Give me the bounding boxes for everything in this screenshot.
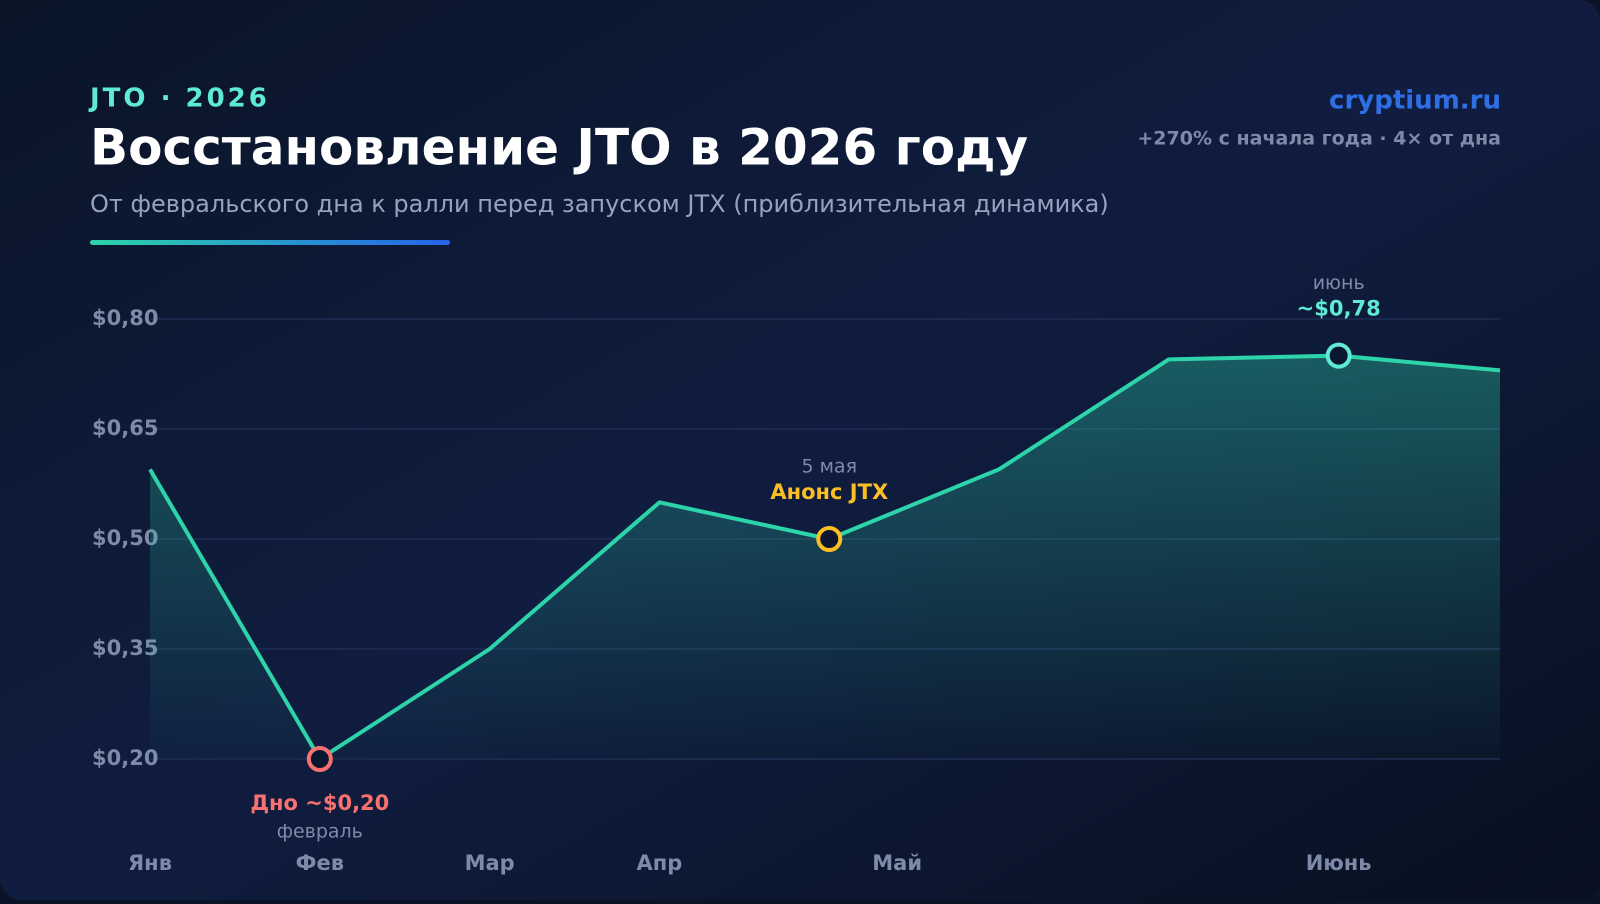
stat: +270% с начала года · 4× от дна <box>1137 128 1501 150</box>
annotation-marker <box>306 746 333 772</box>
subtitle: От февральского дна к ралли перед запуск… <box>90 190 1109 218</box>
annotation-note: июнь <box>1313 272 1365 294</box>
annotation-marker <box>1325 342 1352 369</box>
annotation-label: Анонс JTX <box>770 480 888 504</box>
annotation-label: Дно ~$0,20 <box>250 791 389 815</box>
x-tick-label: Июнь <box>1306 851 1372 875</box>
accent-bar <box>90 240 450 245</box>
annotation-note: 5 мая <box>801 456 857 478</box>
x-tick-label: Апр <box>637 851 683 875</box>
y-tick-label: $0,80 <box>92 306 158 330</box>
annotation-label: ~$0,78 <box>1297 297 1381 321</box>
title: Восстановление JTO в 2026 году <box>90 119 1028 177</box>
x-tick-label: Фев <box>296 851 344 875</box>
y-tick-label: $0,50 <box>92 526 158 550</box>
y-tick-label: $0,65 <box>92 416 158 440</box>
x-tick-label: Май <box>872 851 922 875</box>
plot: $0,20 $0,35 $0,50 $0,65 $0,80 Янв Фев Мар Апр Май… <box>92 272 1501 875</box>
brand: cryptium.ru <box>1329 86 1501 116</box>
annotation-note: февраль <box>277 821 363 843</box>
tag: JTO · 2026 <box>88 84 270 114</box>
y-tick-label: $0,20 <box>92 746 158 770</box>
y-tick-label: $0,35 <box>92 636 158 660</box>
area <box>150 355 1500 759</box>
x-tick-label: Янв <box>128 851 172 875</box>
annotation-marker <box>816 526 843 552</box>
x-tick-label: Мар <box>465 851 515 875</box>
